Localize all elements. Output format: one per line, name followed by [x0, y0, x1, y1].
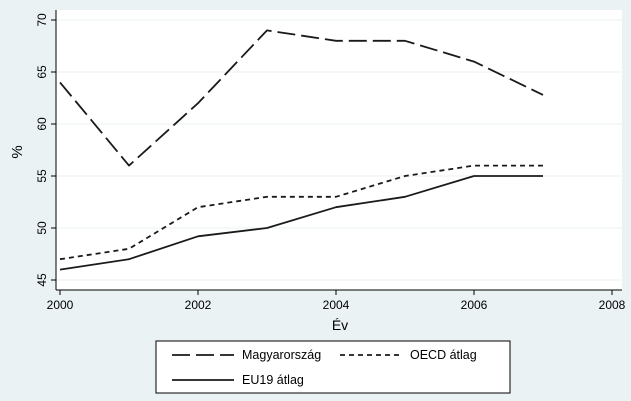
- y-tick-label: 60: [35, 117, 49, 131]
- y-tick-label: 45: [35, 273, 49, 287]
- legend: Magyarország OECD átlag EU19 átlag: [155, 340, 511, 394]
- series-line-1: [59, 164, 543, 261]
- x-tick-label: 2004: [323, 298, 350, 312]
- y-axis-ticks: 45 50 55 60 65 70: [35, 13, 56, 287]
- legend-label: EU19 átlag: [242, 373, 304, 387]
- x-tick-label: 2008: [599, 298, 626, 312]
- axes: [55, 10, 622, 291]
- x-tick-label: 2000: [47, 298, 74, 312]
- legend-box: [155, 340, 511, 394]
- y-tick-label: 65: [35, 65, 49, 79]
- x-tick-label: 2006: [461, 298, 488, 312]
- series-line-2: [59, 175, 543, 271]
- legend-label: OECD átlag: [410, 348, 477, 362]
- grid-lines: [56, 19, 622, 281]
- x-axis-ticks: 2000 2002 2004 2006 2008: [47, 290, 626, 312]
- y-tick-label: 50: [35, 221, 49, 235]
- x-axis-title: Év: [332, 317, 348, 333]
- series-line-0: [59, 29, 544, 167]
- y-tick-label: 70: [35, 13, 49, 27]
- y-axis-title: %: [9, 145, 26, 158]
- plot-area: [56, 10, 622, 290]
- series-lines: [59, 29, 544, 271]
- legend-label: Magyarország: [242, 348, 321, 362]
- x-tick-label: 2002: [185, 298, 212, 312]
- y-tick-label: 55: [35, 169, 49, 183]
- legend-items: Magyarország OECD átlag EU19 átlag: [172, 348, 477, 387]
